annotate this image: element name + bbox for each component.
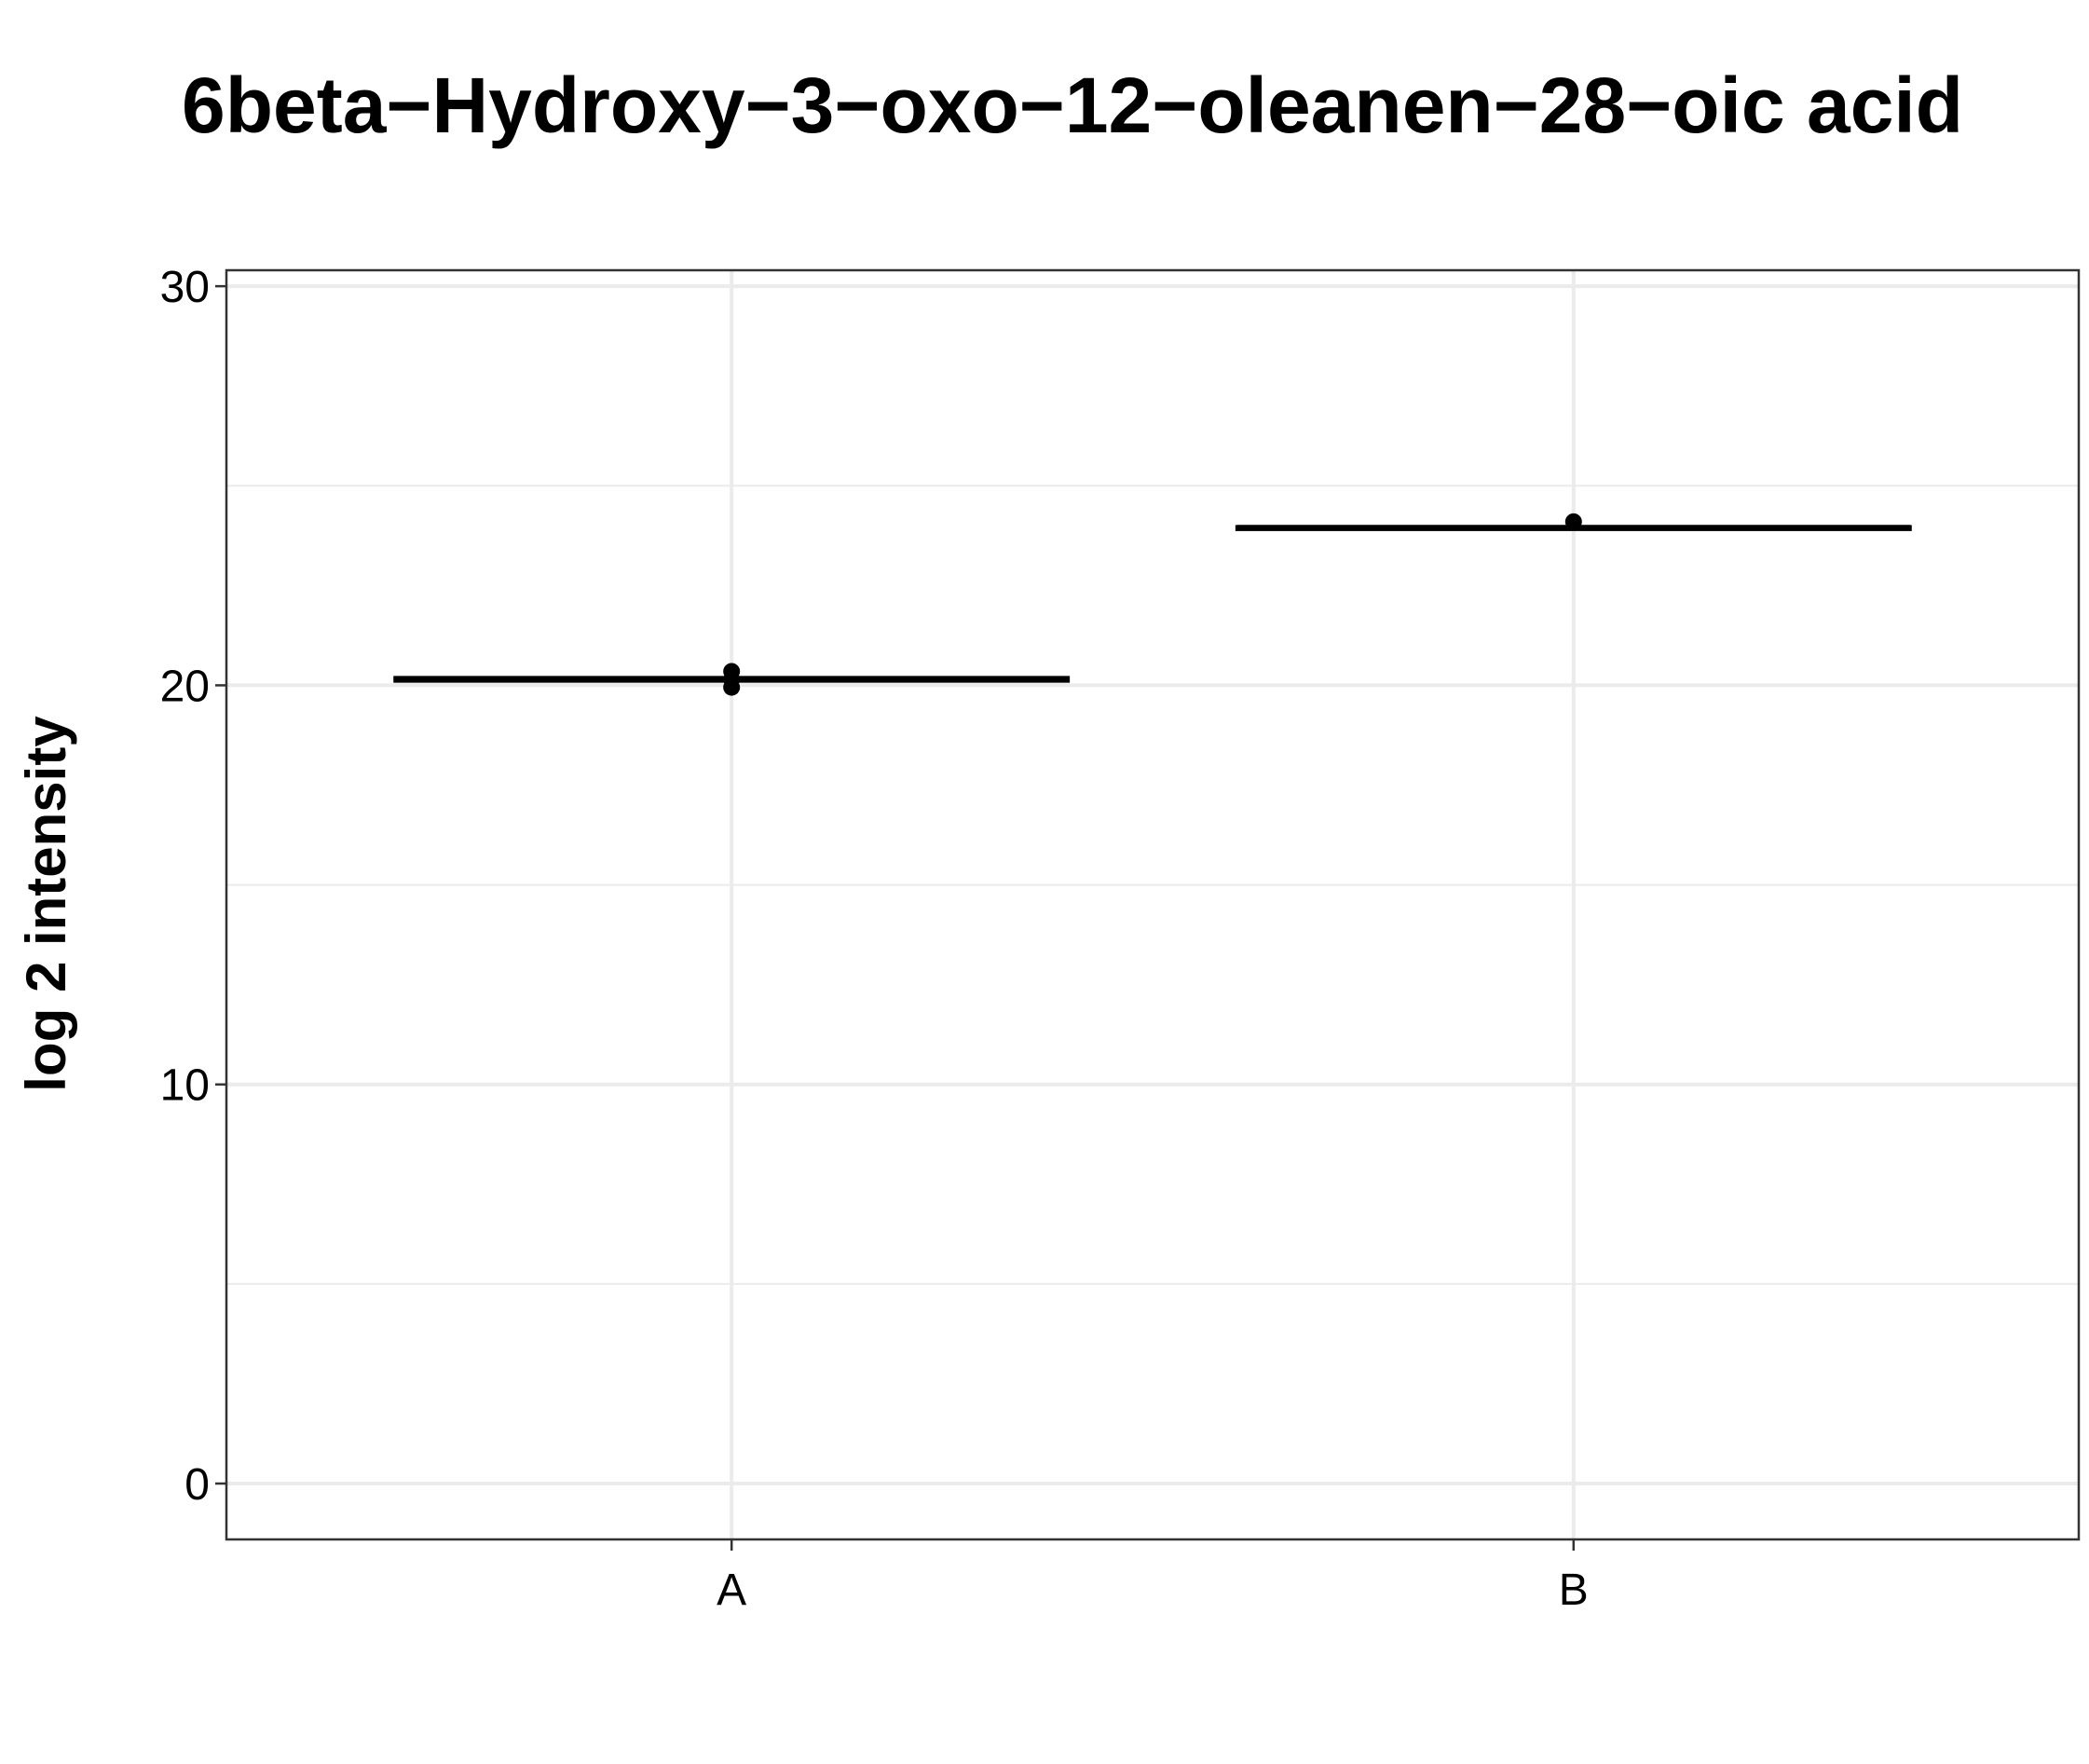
chart-title: 6beta−Hydroxy−3−oxo−12−oleanen−28−oic ac…: [182, 62, 1963, 149]
box-group-B: [1235, 513, 1912, 531]
y-axis-label: log 2 intensity: [15, 716, 77, 1092]
y-tick-label: 30: [160, 263, 210, 312]
panel-border: [225, 268, 2081, 1541]
box-group-A: [393, 663, 1071, 696]
data-point: [723, 678, 741, 696]
data-point: [1564, 513, 1582, 530]
y-tick-label: 20: [160, 662, 210, 711]
x-tick-label: A: [717, 1566, 746, 1615]
x-tick-label: B: [1559, 1566, 1589, 1615]
y-tick-label: 10: [160, 1061, 210, 1111]
y-tick-label: 0: [184, 1460, 210, 1510]
plot-layer: 0 10 20 30 A B: [160, 263, 2081, 1615]
